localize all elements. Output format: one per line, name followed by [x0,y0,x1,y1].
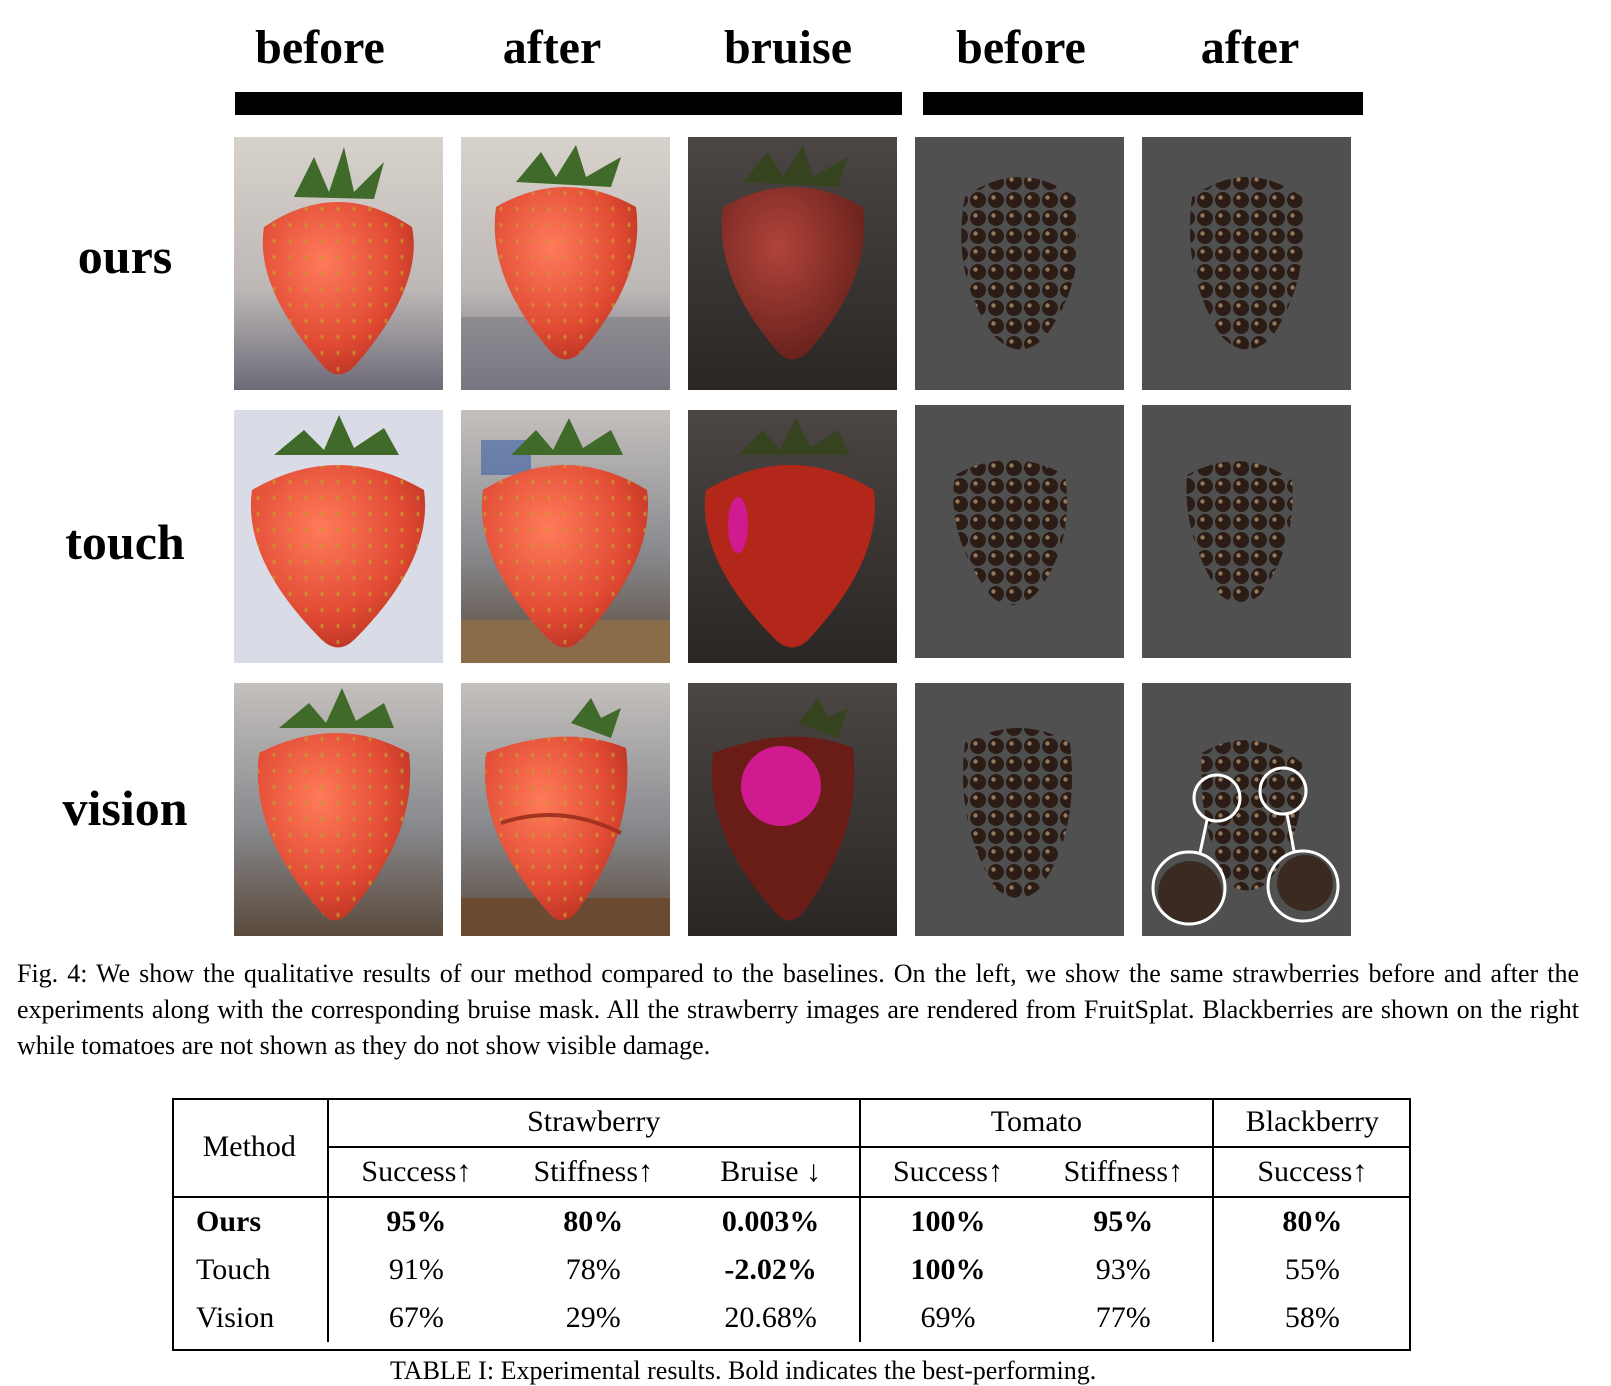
table-cell: 69% [920,1301,976,1334]
table-header-method: Method [172,1098,329,1197]
touch-bruise-mask-image [688,410,897,663]
ours-bruise-mask-image [688,137,897,390]
table-cell: 55% [1284,1253,1340,1286]
table-cell: 0.003% [682,1197,862,1246]
table-caption: TABLE I: Experimental results. Bold indi… [390,1356,1097,1385]
touch-blackberry-after-image [1142,405,1351,658]
ours-strawberry-after-image [461,137,670,390]
table-subheader: Stiffness↑ [1034,1147,1214,1197]
table-group-tomato: Tomato [860,1098,1214,1148]
table-cell: 78% [565,1253,621,1286]
vision-strawberry-before-image [234,683,443,936]
table-cell-method: Ours [172,1197,329,1246]
table-row: Touch 91% 78% -2.02% 100% 93% 55% [172,1246,1411,1294]
table-group-blackberry: Blackberry [1212,1098,1411,1148]
ours-strawberry-before-image [234,137,443,390]
column-header-strawberry-after: after [502,21,602,74]
table-cell: 80% [563,1205,624,1238]
results-table: Method Strawberry Tomato Blackberry Succ… [172,1098,1411,1342]
vision-blackberry-after-image [1142,683,1351,936]
table-cell: 67% [388,1301,444,1334]
table-cell: 93% [1034,1246,1214,1294]
damage-highlight-circle [1266,849,1340,923]
table-subheader: Bruise ↓ [682,1147,862,1197]
table-group-strawberry: Strawberry [327,1098,862,1148]
table-cell-method: Vision [172,1294,329,1342]
table-cell: 95% [386,1205,447,1238]
vision-strawberry-after-image [461,683,670,936]
strawberry-group-bar [235,92,902,115]
table-cell: 91% [388,1253,444,1286]
damage-highlight-circle [1151,850,1227,926]
table-cell: 29% [565,1301,621,1334]
table-cell: -2.02% [682,1246,862,1294]
vision-blackberry-before-image [915,683,1124,936]
damage-highlight-circle [1258,766,1308,816]
table-cell: 77% [1034,1294,1214,1342]
table-subheader: Success↑ [361,1155,472,1188]
table-subheader: Stiffness↑ [533,1155,653,1188]
table-cell: 100% [910,1205,986,1238]
table-row: Ours 95% 80% 0.003% 100% 95% 80% [172,1197,1411,1246]
table-cell: 58% [1284,1301,1340,1334]
blackberry-group-bar [923,92,1363,115]
row-label-touch: touch [65,514,185,570]
table-subheader: Success↑ [892,1155,1003,1188]
table-cell: 95% [1034,1197,1214,1246]
table-cell: 100% [910,1253,986,1286]
row-label-vision: vision [62,780,188,836]
touch-strawberry-after-image [461,410,670,663]
ours-blackberry-before-image [915,137,1124,390]
table-subheader: Success↑ [1257,1155,1368,1188]
table-cell: 20.68% [682,1294,862,1342]
column-header-blackberry-before: before [956,21,1086,74]
table-row: Vision 67% 29% 20.68% 69% 77% 58% [172,1294,1411,1342]
touch-strawberry-before-image [234,410,443,663]
figure-caption: Fig. 4: We show the qualitative results … [17,959,1579,1060]
column-header-blackberry-after: after [1200,21,1300,74]
table-cell: 80% [1282,1205,1343,1238]
damage-highlight-circle [1192,773,1242,823]
ours-blackberry-after-image [1142,137,1351,390]
column-header-bruise: bruise [723,21,852,74]
column-header-strawberry-before: before [255,21,385,74]
vision-bruise-mask-image [688,683,897,936]
touch-blackberry-before-image [915,405,1124,658]
row-label-ours: ours [77,228,173,284]
table-cell-method: Touch [172,1246,329,1294]
